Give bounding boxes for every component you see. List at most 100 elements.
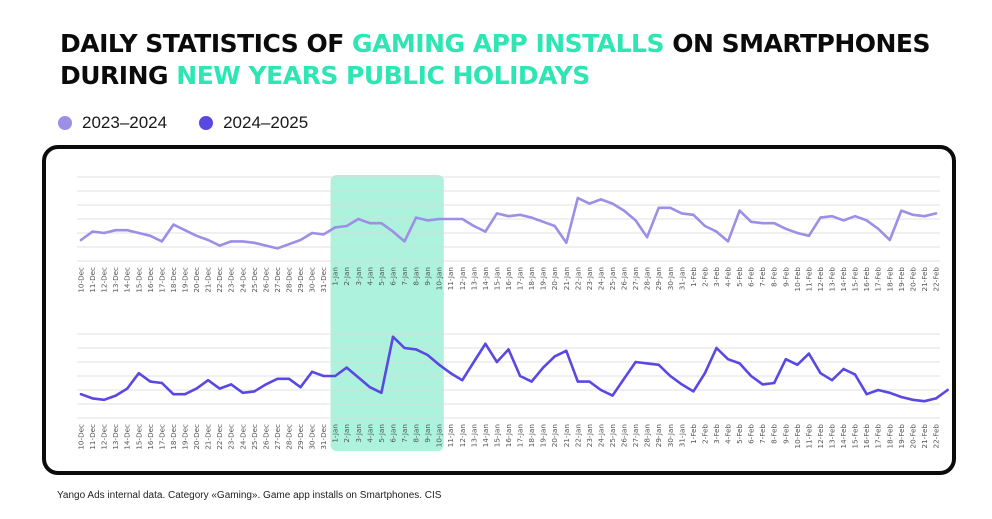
title-line2-highlight: NEW YEARS PUBLIC HOLIDAYS	[176, 61, 590, 90]
data-point	[287, 377, 291, 380]
x-tick-label: 8-Jan	[412, 424, 421, 443]
x-tick-label: 21-Jan	[562, 424, 571, 447]
data-point	[126, 229, 129, 232]
data-point	[842, 367, 845, 371]
chart-svg: 10-Dec 11-Dec 12-Dec 13-Dec 14-Dec 15-Dec 16-D…	[77, 175, 949, 451]
x-tick-label: 6-Feb	[747, 267, 756, 287]
data-point	[299, 238, 302, 242]
x-tick-label: 12-Dec	[100, 267, 109, 293]
data-point	[403, 240, 406, 243]
x-tick-label: 28-Jan	[643, 424, 652, 447]
x-tick-label: 10-Jan	[435, 424, 444, 447]
data-point	[923, 215, 926, 218]
x-tick-label: 22-Dec	[215, 424, 224, 450]
x-tick-label: 31-Dec	[319, 267, 328, 293]
x-tick-label: 14-Dec	[123, 424, 132, 450]
x-tick-label: 19-Jan	[539, 424, 548, 447]
x-tick-label: 19-Dec	[180, 267, 189, 293]
data-point	[114, 229, 117, 232]
data-point	[426, 353, 429, 357]
x-tick-label: 3-Feb	[712, 424, 721, 444]
x-tick-label: 24-Jan	[596, 424, 605, 447]
data-point	[877, 227, 880, 230]
data-point	[657, 206, 660, 209]
data-point	[102, 398, 106, 401]
x-tick-label: 4-Feb	[724, 267, 733, 287]
footnote: Yango Ads internal data. Category «Gamin…	[57, 490, 442, 501]
data-point	[484, 342, 487, 345]
data-point	[276, 247, 279, 250]
x-tick-label: 29-Dec	[296, 424, 305, 450]
x-tick-label: 23-Jan	[585, 424, 594, 447]
data-point	[449, 217, 452, 221]
data-point	[784, 227, 787, 230]
data-point	[588, 380, 591, 383]
x-tick-label: 4-Jan	[365, 424, 374, 443]
x-tick-label: 5-Feb	[735, 424, 744, 444]
data-point	[749, 220, 753, 223]
data-point	[541, 220, 545, 223]
data-point	[322, 374, 325, 378]
data-point	[380, 391, 383, 394]
x-tick-label: 7-Jan	[400, 267, 409, 286]
data-point	[345, 224, 348, 228]
legend-item-2024-2025: 2024–2025	[199, 113, 308, 133]
data-point	[738, 209, 741, 212]
data-point	[137, 372, 140, 375]
x-tick-label: 5-Feb	[735, 267, 744, 287]
data-point	[819, 216, 822, 219]
x-tick-label: 22-Feb	[932, 267, 941, 292]
x-tick-label: 6-Jan	[388, 267, 397, 286]
x-tick-label: 1-Feb	[689, 267, 698, 287]
x-tick-label: 13-Jan	[469, 424, 478, 447]
x-tick-label: 13-Dec	[111, 267, 120, 293]
data-point	[495, 360, 499, 364]
data-point	[634, 219, 637, 222]
data-point	[599, 198, 603, 201]
data-point	[611, 202, 614, 205]
data-point	[553, 355, 556, 358]
series-line-bottom-panel	[79, 335, 949, 403]
x-tick-label: 1-Jan	[331, 424, 340, 443]
legend-item-2023-2024: 2023–2024	[58, 113, 167, 133]
data-point	[888, 391, 891, 394]
data-point	[322, 233, 325, 236]
x-tick-label: 27-Jan	[631, 424, 640, 447]
x-tick-label: 2-Feb	[700, 267, 709, 287]
data-point	[472, 360, 476, 364]
data-point	[796, 363, 799, 366]
title-line1-highlight: GAMING APP INSTALLS	[352, 29, 664, 58]
x-tick-label: 31-Jan	[677, 424, 686, 447]
data-point	[484, 230, 487, 233]
data-point	[380, 222, 383, 225]
x-tick-label: 10-Feb	[793, 424, 802, 449]
data-point	[391, 335, 395, 338]
data-point	[853, 373, 857, 376]
x-tick-label: 16-Jan	[504, 424, 513, 447]
x-tick-label: 14-Dec	[123, 267, 132, 293]
data-point	[333, 374, 337, 378]
x-tick-label: 19-Jan	[539, 267, 548, 290]
data-point	[830, 379, 834, 382]
x-tick-label: 6-Feb	[747, 424, 756, 444]
x-tick-label: 1-Feb	[689, 424, 698, 444]
x-tick-label: 15-Dec	[134, 424, 143, 450]
data-point	[541, 366, 545, 369]
data-point	[888, 238, 891, 242]
data-point	[461, 217, 464, 221]
x-tick-label: 18-Feb	[885, 267, 894, 292]
data-point	[253, 241, 256, 244]
x-tick-label: 3-Jan	[354, 424, 363, 443]
x-tick-label: 29-Dec	[296, 267, 305, 293]
x-tick-label: 22-Jan	[573, 424, 582, 447]
x-tick-label: 12-Dec	[100, 424, 109, 450]
x-tick-label: 16-Jan	[504, 267, 513, 290]
title-line2-pre: DURING	[60, 61, 177, 90]
data-point	[842, 219, 845, 222]
data-point	[900, 395, 903, 399]
chart-title: DAILY STATISTICS OF GAMING APP INSTALLS …	[60, 28, 931, 92]
data-point	[738, 362, 741, 365]
x-tick-label: 13-Feb	[828, 424, 837, 449]
x-tick-label: 20-Feb	[908, 424, 917, 449]
x-tick-label: 25-Jan	[608, 267, 617, 290]
